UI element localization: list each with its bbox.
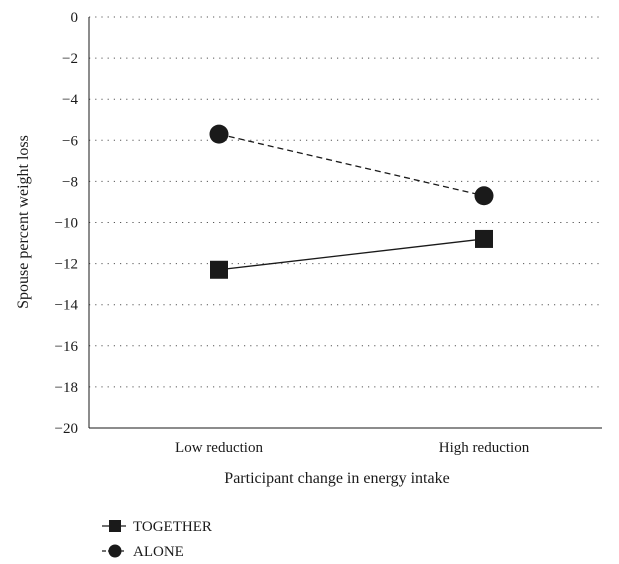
y-tick-label: −16 [55, 339, 79, 355]
y-tick-label: −10 [55, 216, 78, 232]
gridlines [89, 16, 602, 388]
legend-label-alone: ALONE [133, 544, 184, 560]
legend-circle-marker [108, 544, 122, 558]
y-tick-label: −2 [62, 51, 78, 67]
y-tick-label: −8 [62, 174, 78, 190]
y-tick-label: 0 [71, 10, 79, 26]
data-point-together-square-marker [475, 229, 493, 248]
y-axis-title: Spouse percent weight loss [15, 135, 32, 309]
x-tick-labels: Low reduction High reduction [175, 440, 530, 456]
x-tick-label: High reduction [439, 440, 530, 456]
y-tick-label: −18 [55, 380, 78, 396]
legend-label-together: TOGETHER [133, 519, 212, 535]
legend: TOGETHER ALONE [102, 519, 212, 560]
legend-item-together: TOGETHER [102, 519, 212, 535]
data-point-alone-circle-marker [209, 124, 229, 144]
x-tick-label: Low reduction [175, 440, 263, 456]
series-together [210, 229, 493, 279]
y-tick-label: −14 [55, 298, 79, 314]
data-point-alone-circle-marker [474, 186, 494, 206]
legend-square-marker [109, 520, 121, 532]
y-tick-label: −6 [62, 133, 78, 149]
legend-item-alone: ALONE [102, 544, 184, 560]
y-tick-label: −12 [55, 257, 78, 273]
y-tick-label: −4 [62, 92, 78, 108]
x-axis-title: Participant change in energy intake [224, 470, 449, 487]
series-line-together [218, 238, 485, 271]
data-point-together-square-marker [210, 260, 228, 279]
y-tick-label: −20 [55, 421, 78, 437]
y-tick-labels: 0 −2 −4 −6 −8 −10 −12 −14 −16 −18 −20 [55, 10, 79, 437]
series-line-alone [218, 133, 485, 197]
axes [88, 17, 602, 429]
series-alone [209, 124, 494, 206]
series-layer [209, 124, 494, 279]
